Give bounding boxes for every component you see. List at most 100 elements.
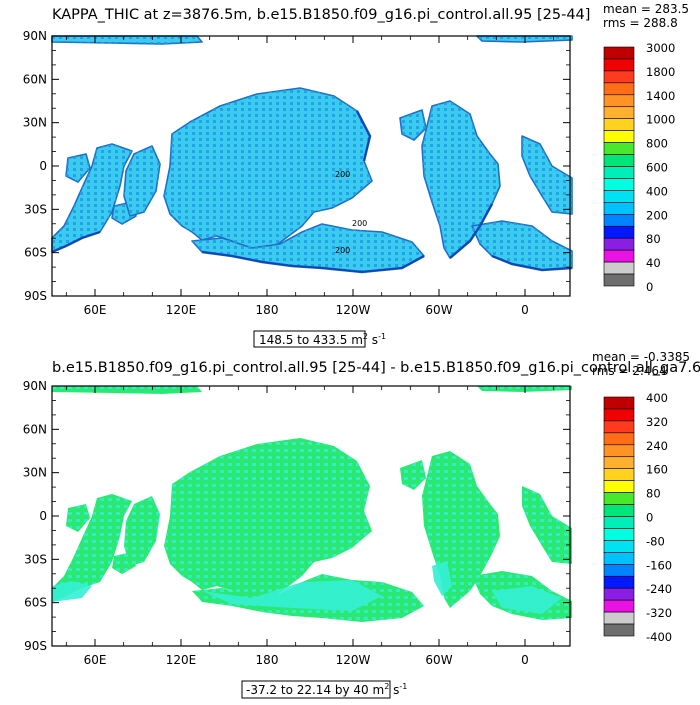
colorbar-cell: [603, 396, 635, 410]
colorbar-cell: [603, 504, 635, 517]
colorbar-cell: [603, 58, 635, 72]
bottom-range-box: -37.2 to 22.14 by 40 m2 s-1: [241, 680, 407, 699]
colorbar-label: -240: [646, 582, 672, 596]
x-tick-label: 60E: [84, 653, 107, 667]
colorbar-label: 200: [646, 208, 668, 222]
colorbar-label: 400: [646, 184, 668, 198]
y-tick-label: 60N: [23, 72, 47, 86]
colorbar-cell: [603, 492, 635, 505]
bottom-range-label: -37.2 to 22.14 by 40 m2 s-1: [246, 682, 407, 697]
colorbar-cell: [603, 202, 635, 215]
y-tick-label: 60S: [24, 246, 47, 260]
colorbar-cell: [603, 273, 635, 287]
y-tick-label: 90N: [23, 29, 47, 43]
bottom-title: b.e15.B1850.f09_g16.pi_control.all.95 [2…: [52, 360, 700, 376]
y-tick-label: 0: [39, 509, 47, 523]
top-map: 200 200 200: [51, 35, 573, 297]
x-tick-label: 120E: [166, 303, 197, 317]
colorbar-label: 0: [646, 511, 653, 525]
colorbar-label: 0: [646, 280, 653, 294]
x-tick-label: 0: [521, 653, 529, 667]
bottom-x-axis-labels: 60E 120E 180 120W 60W 0: [84, 653, 529, 667]
colorbar-cell: [603, 130, 635, 143]
x-tick-label: 60W: [425, 653, 452, 667]
bottom-colorbar: 400 320 240 160 80 0 -80 -160 -240 -320 -400: [603, 391, 672, 644]
y-tick-label: 60N: [23, 422, 47, 436]
colorbar-cell: [603, 540, 635, 553]
y-tick-label: 30N: [23, 466, 47, 480]
colorbar-cell: [603, 528, 635, 541]
y-tick-label: 30S: [24, 552, 47, 566]
colorbar-cell: [603, 94, 635, 108]
colorbar-label: 400: [646, 391, 668, 405]
y-tick-label: 60S: [24, 596, 47, 610]
colorbar-cell: [603, 623, 635, 637]
colorbar-label: 160: [646, 463, 668, 477]
colorbar-label: 3000: [646, 41, 675, 55]
colorbar-cell: [603, 552, 635, 565]
bottom-panel: b.e15.B1850.f09_g16.pi_control.all.95 [2…: [23, 350, 700, 699]
colorbar-label: 40: [646, 256, 661, 270]
y-tick-label: 90S: [24, 639, 47, 653]
colorbar-label: 800: [646, 137, 668, 151]
colorbar-cell: [603, 456, 635, 469]
colorbar-cell: [603, 480, 635, 493]
colorbar-label: -400: [646, 630, 672, 644]
top-range-box: 148.5 to 433.5 m2 s-1: [253, 330, 386, 348]
colorbar-label: 80: [646, 487, 661, 501]
colorbar-cell: [603, 154, 635, 167]
colorbar-cell: [603, 46, 635, 60]
top-ticks: [52, 35, 570, 297]
colorbar-cell: [603, 118, 635, 131]
top-rms: rms = 288.8: [603, 16, 678, 30]
top-panel: KAPPA_THIC at z=3876.5m, b.e15.B1850.f09…: [23, 2, 689, 348]
colorbar-cell: [603, 142, 635, 155]
colorbar-label: -160: [646, 558, 672, 572]
x-tick-label: 180: [256, 303, 279, 317]
top-contours: [51, 110, 573, 274]
x-tick-label: 60E: [84, 303, 107, 317]
y-tick-label: 0: [39, 159, 47, 173]
colorbar-cell: [603, 599, 635, 613]
top-y-axis-labels: 90N 60N 30N 0 30S 60S 90S: [23, 29, 47, 303]
bottom-cyan-patches: [52, 561, 562, 614]
bottom-ticks: [52, 385, 570, 647]
colorbar-cell: [603, 82, 635, 96]
x-tick-label: 0: [521, 303, 529, 317]
y-tick-label: 30N: [23, 116, 47, 130]
top-contour-label: 200: [335, 170, 350, 179]
x-tick-label: 180: [256, 653, 279, 667]
colorbar-label: 1000: [646, 113, 675, 127]
colorbar-label: 80: [646, 232, 661, 246]
colorbar-cell: [603, 178, 635, 191]
top-contour-label: 200: [335, 246, 350, 255]
bottom-map: [51, 385, 572, 647]
top-contour-label: 200: [352, 219, 367, 228]
top-title: KAPPA_THIC at z=3876.5m, b.e15.B1850.f09…: [52, 7, 590, 23]
colorbar-label: -80: [646, 534, 665, 548]
colorbar-cell: [603, 432, 635, 446]
colorbar-cell: [603, 611, 635, 625]
y-tick-label: 30S: [24, 202, 47, 216]
colorbar-cell: [603, 237, 635, 251]
colorbar-cell: [603, 214, 635, 227]
colorbar-cell: [603, 420, 635, 434]
colorbar-cell: [603, 587, 635, 601]
colorbar-cell: [603, 516, 635, 529]
top-range-label: 148.5 to 433.5 m2 s-1: [259, 332, 386, 347]
bottom-rms: rms = 2.464: [592, 364, 667, 378]
top-mean: mean = 283.5: [603, 2, 689, 16]
x-tick-label: 60W: [425, 303, 452, 317]
colorbar-cell: [603, 249, 635, 263]
colorbar-label: 1800: [646, 65, 675, 79]
colorbar-cell: [603, 563, 635, 577]
colorbar-label: 600: [646, 161, 668, 175]
colorbar-cell: [603, 166, 635, 179]
bottom-mean: mean = -0.3385: [592, 350, 690, 364]
x-tick-label: 120W: [336, 303, 371, 317]
colorbar-cell: [603, 468, 635, 481]
colorbar-cell: [603, 575, 635, 589]
